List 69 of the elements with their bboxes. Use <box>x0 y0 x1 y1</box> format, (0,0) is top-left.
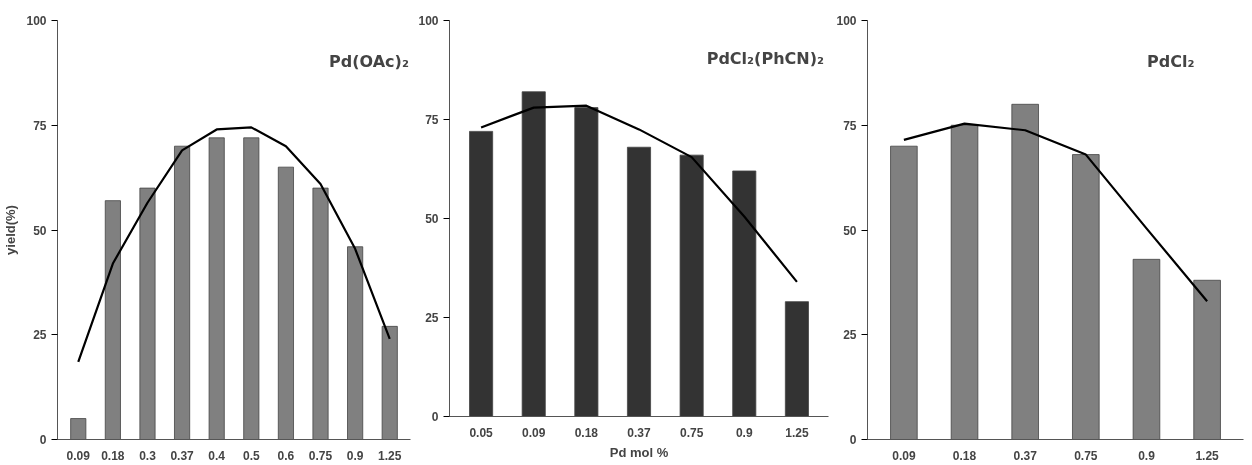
x-tick-label: 0.9 <box>735 425 753 440</box>
y-tick-label: 100 <box>418 14 439 28</box>
x-tick-label: 0.18 <box>574 425 599 440</box>
x-tick-label: 0.09 <box>66 448 91 463</box>
y-tick-label: 50 <box>425 212 439 226</box>
bar <box>1132 258 1161 440</box>
x-tick-label: 1.25 <box>785 425 809 440</box>
bar <box>277 166 294 440</box>
bar <box>139 187 156 440</box>
bar <box>574 107 599 417</box>
x-tick-label: 0.18 <box>101 448 125 463</box>
bar <box>174 145 191 440</box>
x-tick-label: 0.9 <box>1138 448 1156 463</box>
x-tick-label: 1.25 <box>378 448 402 463</box>
y-axis-title: yield(%) <box>3 205 19 255</box>
bar <box>732 170 757 417</box>
bar <box>1011 103 1039 440</box>
bar <box>950 124 979 440</box>
bar <box>679 154 704 417</box>
bar <box>70 418 87 440</box>
x-tick-label: 0.75 <box>1074 448 1098 463</box>
x-tick-label: 0.37 <box>627 425 651 440</box>
x-tick-label: 0.9 <box>346 448 364 463</box>
x-tick-label: 0.18 <box>952 448 977 463</box>
bar <box>627 146 651 417</box>
bar <box>469 130 494 417</box>
text: PdCl₂(PhCN)₂ <box>706 49 824 69</box>
line-series <box>902 122 1209 303</box>
x-tick-label: 0.6 <box>277 448 295 463</box>
text: PdCl₂ <box>1147 51 1195 71</box>
x-axis-title: Pd mol % <box>609 444 669 460</box>
bar <box>784 301 809 417</box>
bar <box>1193 279 1221 440</box>
bar <box>381 325 398 440</box>
bar <box>104 200 121 440</box>
y-tick-label: 0 <box>39 433 47 447</box>
bar <box>208 137 225 440</box>
y-tick-label: 0 <box>849 433 857 447</box>
x-tick-label: 0.37 <box>1013 448 1038 463</box>
bar <box>312 187 329 440</box>
x-tick-label: 0.09 <box>892 448 916 463</box>
bar <box>347 246 364 440</box>
bar <box>890 145 918 440</box>
x-tick-label: 0.5 <box>242 448 260 463</box>
y-tick-label: 25 <box>425 311 439 325</box>
y-tick-label: 0 <box>431 410 439 424</box>
line-series <box>77 126 391 364</box>
x-tick-label: 0.75 <box>679 425 704 440</box>
y-tick-label: 50 <box>33 223 47 238</box>
bar <box>1072 154 1100 440</box>
y-tick-label: 75 <box>33 118 47 133</box>
x-tick-label: 1.25 <box>1195 448 1220 463</box>
bar <box>243 137 260 440</box>
y-tick-label: 50 <box>843 223 857 238</box>
x-tick-label: 0.05 <box>469 425 494 440</box>
y-tick-label: 25 <box>843 328 857 343</box>
y-tick-label: 25 <box>33 328 47 343</box>
x-tick-label: 0.3 <box>139 448 157 463</box>
x-tick-label: 0.09 <box>522 425 546 440</box>
y-tick-label: 100 <box>836 14 857 28</box>
y-tick-label: 75 <box>425 113 439 127</box>
y-tick-label: 75 <box>843 118 857 133</box>
x-tick-label: 0.75 <box>308 448 333 463</box>
bar <box>521 91 546 417</box>
text: Pd(OAc)₂ <box>329 51 409 71</box>
y-tick-label: 100 <box>26 14 47 28</box>
x-tick-label: 0.37 <box>170 448 195 463</box>
x-tick-label: 0.4 <box>208 448 226 463</box>
line-series <box>479 104 799 283</box>
